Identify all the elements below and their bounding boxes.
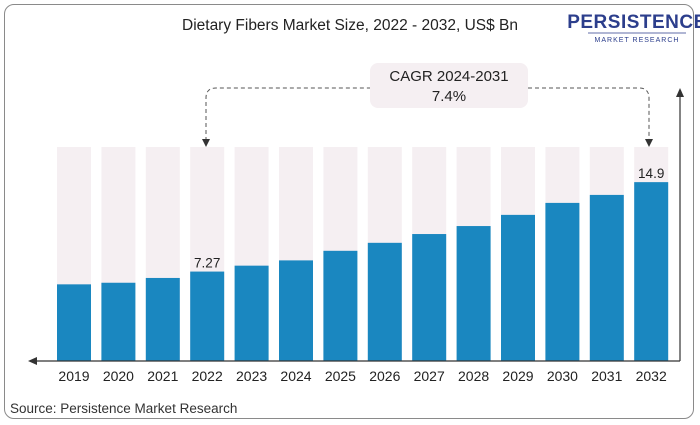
chart-title: Dietary Fibers Market Size, 2022 - 2032,… — [182, 17, 518, 34]
x-tick-label-2031: 2031 — [591, 368, 622, 384]
y-axis-arrow-top — [676, 88, 684, 97]
bar-2022 — [190, 271, 225, 361]
cagr-arrow-left — [202, 139, 210, 147]
cagr-value: 7.4% — [432, 88, 466, 105]
persistence-logo: PERSISTENCE MARKET RESEARCH — [567, 12, 700, 44]
bar-2025 — [323, 250, 358, 361]
x-tick-label-2025: 2025 — [325, 368, 356, 384]
x-tick-label-2020: 2020 — [103, 368, 134, 384]
bar-2027 — [412, 234, 447, 361]
x-tick-label-2030: 2030 — [547, 368, 578, 384]
bar-2019 — [57, 284, 91, 361]
bar-2030 — [545, 202, 580, 361]
cagr-label: CAGR 2024-2031 — [389, 68, 508, 85]
bar-2029 — [501, 214, 535, 361]
bar-2028 — [456, 226, 491, 361]
x-tick-label-2024: 2024 — [280, 368, 311, 384]
x-tick-label-2028: 2028 — [458, 368, 489, 384]
x-tick-label-2019: 2019 — [58, 368, 89, 384]
x-tick-label-2026: 2026 — [369, 368, 400, 384]
x-tick-label-2029: 2029 — [502, 368, 533, 384]
x-tick-label-2023: 2023 — [236, 368, 267, 384]
cagr-connector-left — [205, 87, 370, 141]
bar-2023 — [234, 265, 269, 361]
x-tick-label-2032: 2032 — [636, 368, 667, 384]
bar-2032 — [634, 182, 669, 361]
bar-2024 — [279, 260, 313, 361]
logo-main-text: PERSISTENCE — [567, 12, 700, 33]
x-tick-label-2022: 2022 — [192, 368, 223, 384]
x-axis-arrow-left — [28, 357, 37, 365]
source-note: Source: Persistence Market Research — [10, 401, 237, 416]
bar-2021 — [145, 277, 180, 361]
x-tick-label-2027: 2027 — [414, 368, 445, 384]
cagr-box — [370, 63, 528, 108]
bar-2020 — [101, 282, 136, 361]
data-label-2022: 7.27 — [194, 256, 220, 271]
chart-frame — [4, 4, 694, 419]
bar-2026 — [367, 242, 402, 361]
data-label-2032: 14.9 — [638, 166, 664, 181]
bar-2031 — [589, 194, 624, 361]
x-tick-label-2021: 2021 — [147, 368, 178, 384]
cagr-annotation: CAGR 2024-2031 7.4% — [202, 63, 653, 147]
bars-group: 2019 2020 2021 2022 7.27 2023 2024 2025 2026 2027… — [57, 147, 669, 384]
logo-sub-text: MARKET RESEARCH — [595, 37, 680, 44]
cagr-arrow-right — [645, 139, 653, 147]
cagr-connector-right — [528, 87, 650, 141]
